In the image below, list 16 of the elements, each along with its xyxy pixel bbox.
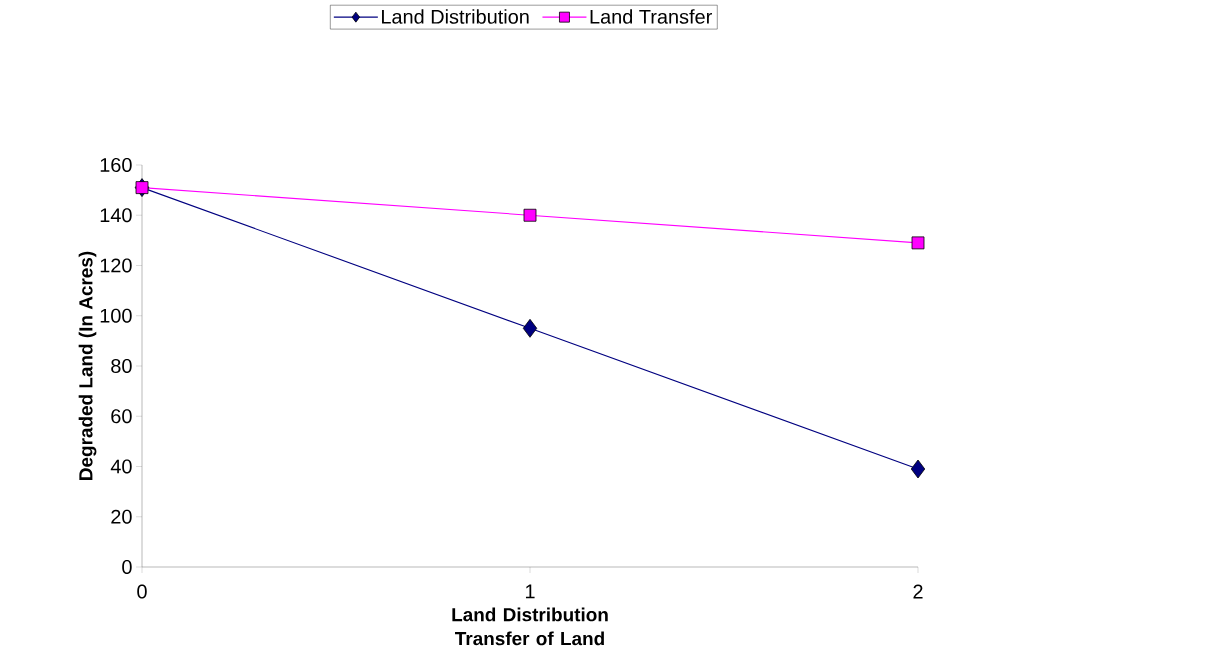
legend-label: Land Transfer bbox=[590, 9, 712, 24]
y-tick-label: 80 bbox=[111, 358, 132, 374]
y-tick-label: 0 bbox=[122, 559, 132, 575]
y-tick-label: 160 bbox=[100, 157, 132, 173]
x-tick-label: 1 bbox=[525, 584, 535, 599]
y-tick-label: 20 bbox=[111, 509, 132, 524]
y-tick-label: 40 bbox=[110, 459, 132, 474]
y-axis-title: Degraded Land (In Acres) bbox=[78, 251, 97, 480]
y-tick-label: 140 bbox=[100, 208, 132, 223]
x-tick-label: 2 bbox=[913, 584, 923, 599]
legend-label: Land Distribution bbox=[382, 9, 529, 24]
y-tick-label: 60 bbox=[111, 409, 132, 424]
x-axis-title: Land Distribution Transfer of Land bbox=[452, 607, 608, 646]
y-tick-label: 100 bbox=[100, 308, 132, 323]
y-tick-label: 120 bbox=[100, 258, 132, 273]
x-tick-label: 0 bbox=[137, 584, 147, 599]
